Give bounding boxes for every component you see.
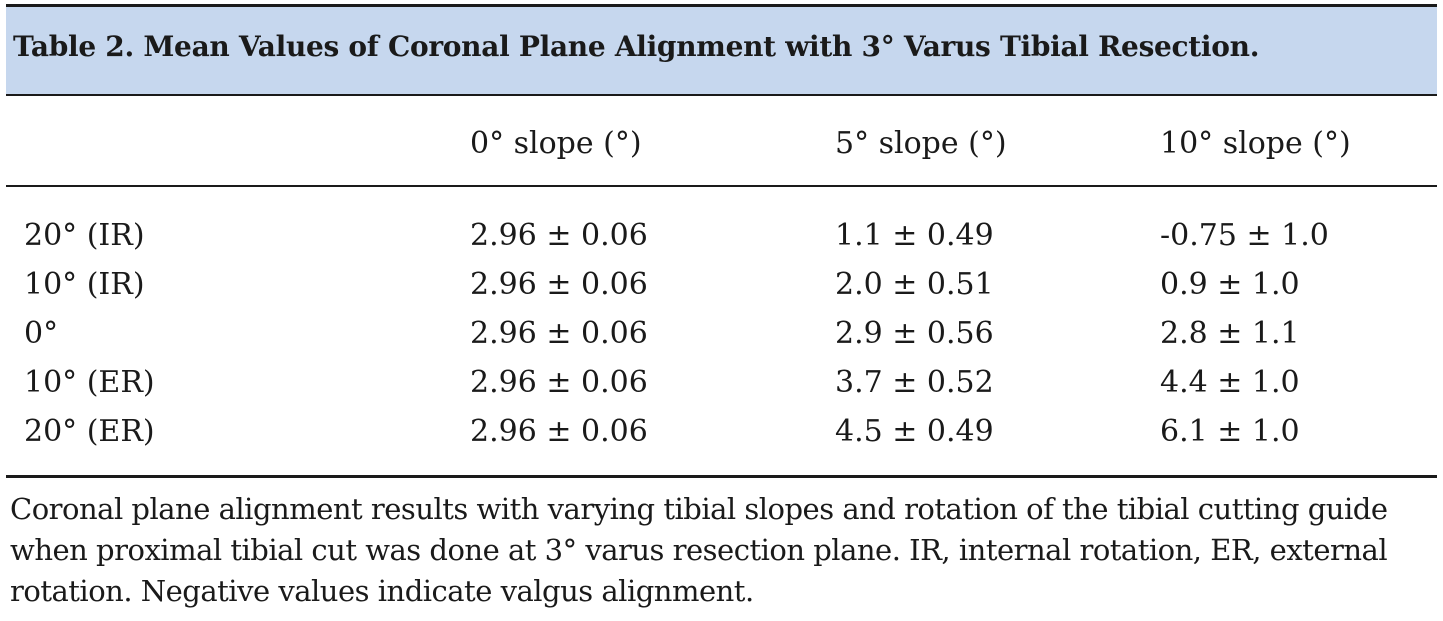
header-bottom-rule	[6, 185, 1437, 187]
table-cell: 2.96 ± 0.06	[470, 414, 648, 449]
row-label: 20° (IR)	[24, 218, 145, 253]
table-cell: 2.0 ± 0.51	[835, 267, 994, 302]
title-bottom-rule	[6, 94, 1437, 96]
row-label: 20° (ER)	[24, 414, 155, 449]
table-cell: 2.96 ± 0.06	[470, 316, 648, 351]
row-label: 10° (ER)	[24, 365, 155, 400]
table-cell: 3.7 ± 0.52	[835, 365, 994, 400]
title-band	[6, 7, 1437, 94]
row-label: 0°	[24, 316, 59, 351]
header-cell-5-slope: 5° slope (°)	[835, 126, 1007, 161]
table-cell: 2.9 ± 0.56	[835, 316, 994, 351]
table-cell: 6.1 ± 1.0	[1160, 414, 1300, 449]
table-cell: 4.4 ± 1.0	[1160, 365, 1300, 400]
table-cell: 4.5 ± 0.49	[835, 414, 994, 449]
table-cell: 2.96 ± 0.06	[470, 365, 648, 400]
table-cell: 2.96 ± 0.06	[470, 218, 648, 253]
table-cell: -0.75 ± 1.0	[1160, 218, 1329, 253]
table-cell: 2.8 ± 1.1	[1160, 316, 1300, 351]
table-title: Table 2. Mean Values of Coronal Plane Al…	[13, 30, 1260, 63]
header-cell-0-slope: 0° slope (°)	[470, 126, 642, 161]
row-label: 10° (IR)	[24, 267, 145, 302]
header-cell-10-slope: 10° slope (°)	[1160, 126, 1351, 161]
table-cell: 1.1 ± 0.49	[835, 218, 994, 253]
table-caption: Coronal plane alignment results with var…	[10, 492, 1388, 608]
top-rule	[6, 4, 1437, 7]
table-bottom-rule	[6, 475, 1437, 478]
table-cell: 2.96 ± 0.06	[470, 267, 648, 302]
table-cell: 0.9 ± 1.0	[1160, 267, 1300, 302]
